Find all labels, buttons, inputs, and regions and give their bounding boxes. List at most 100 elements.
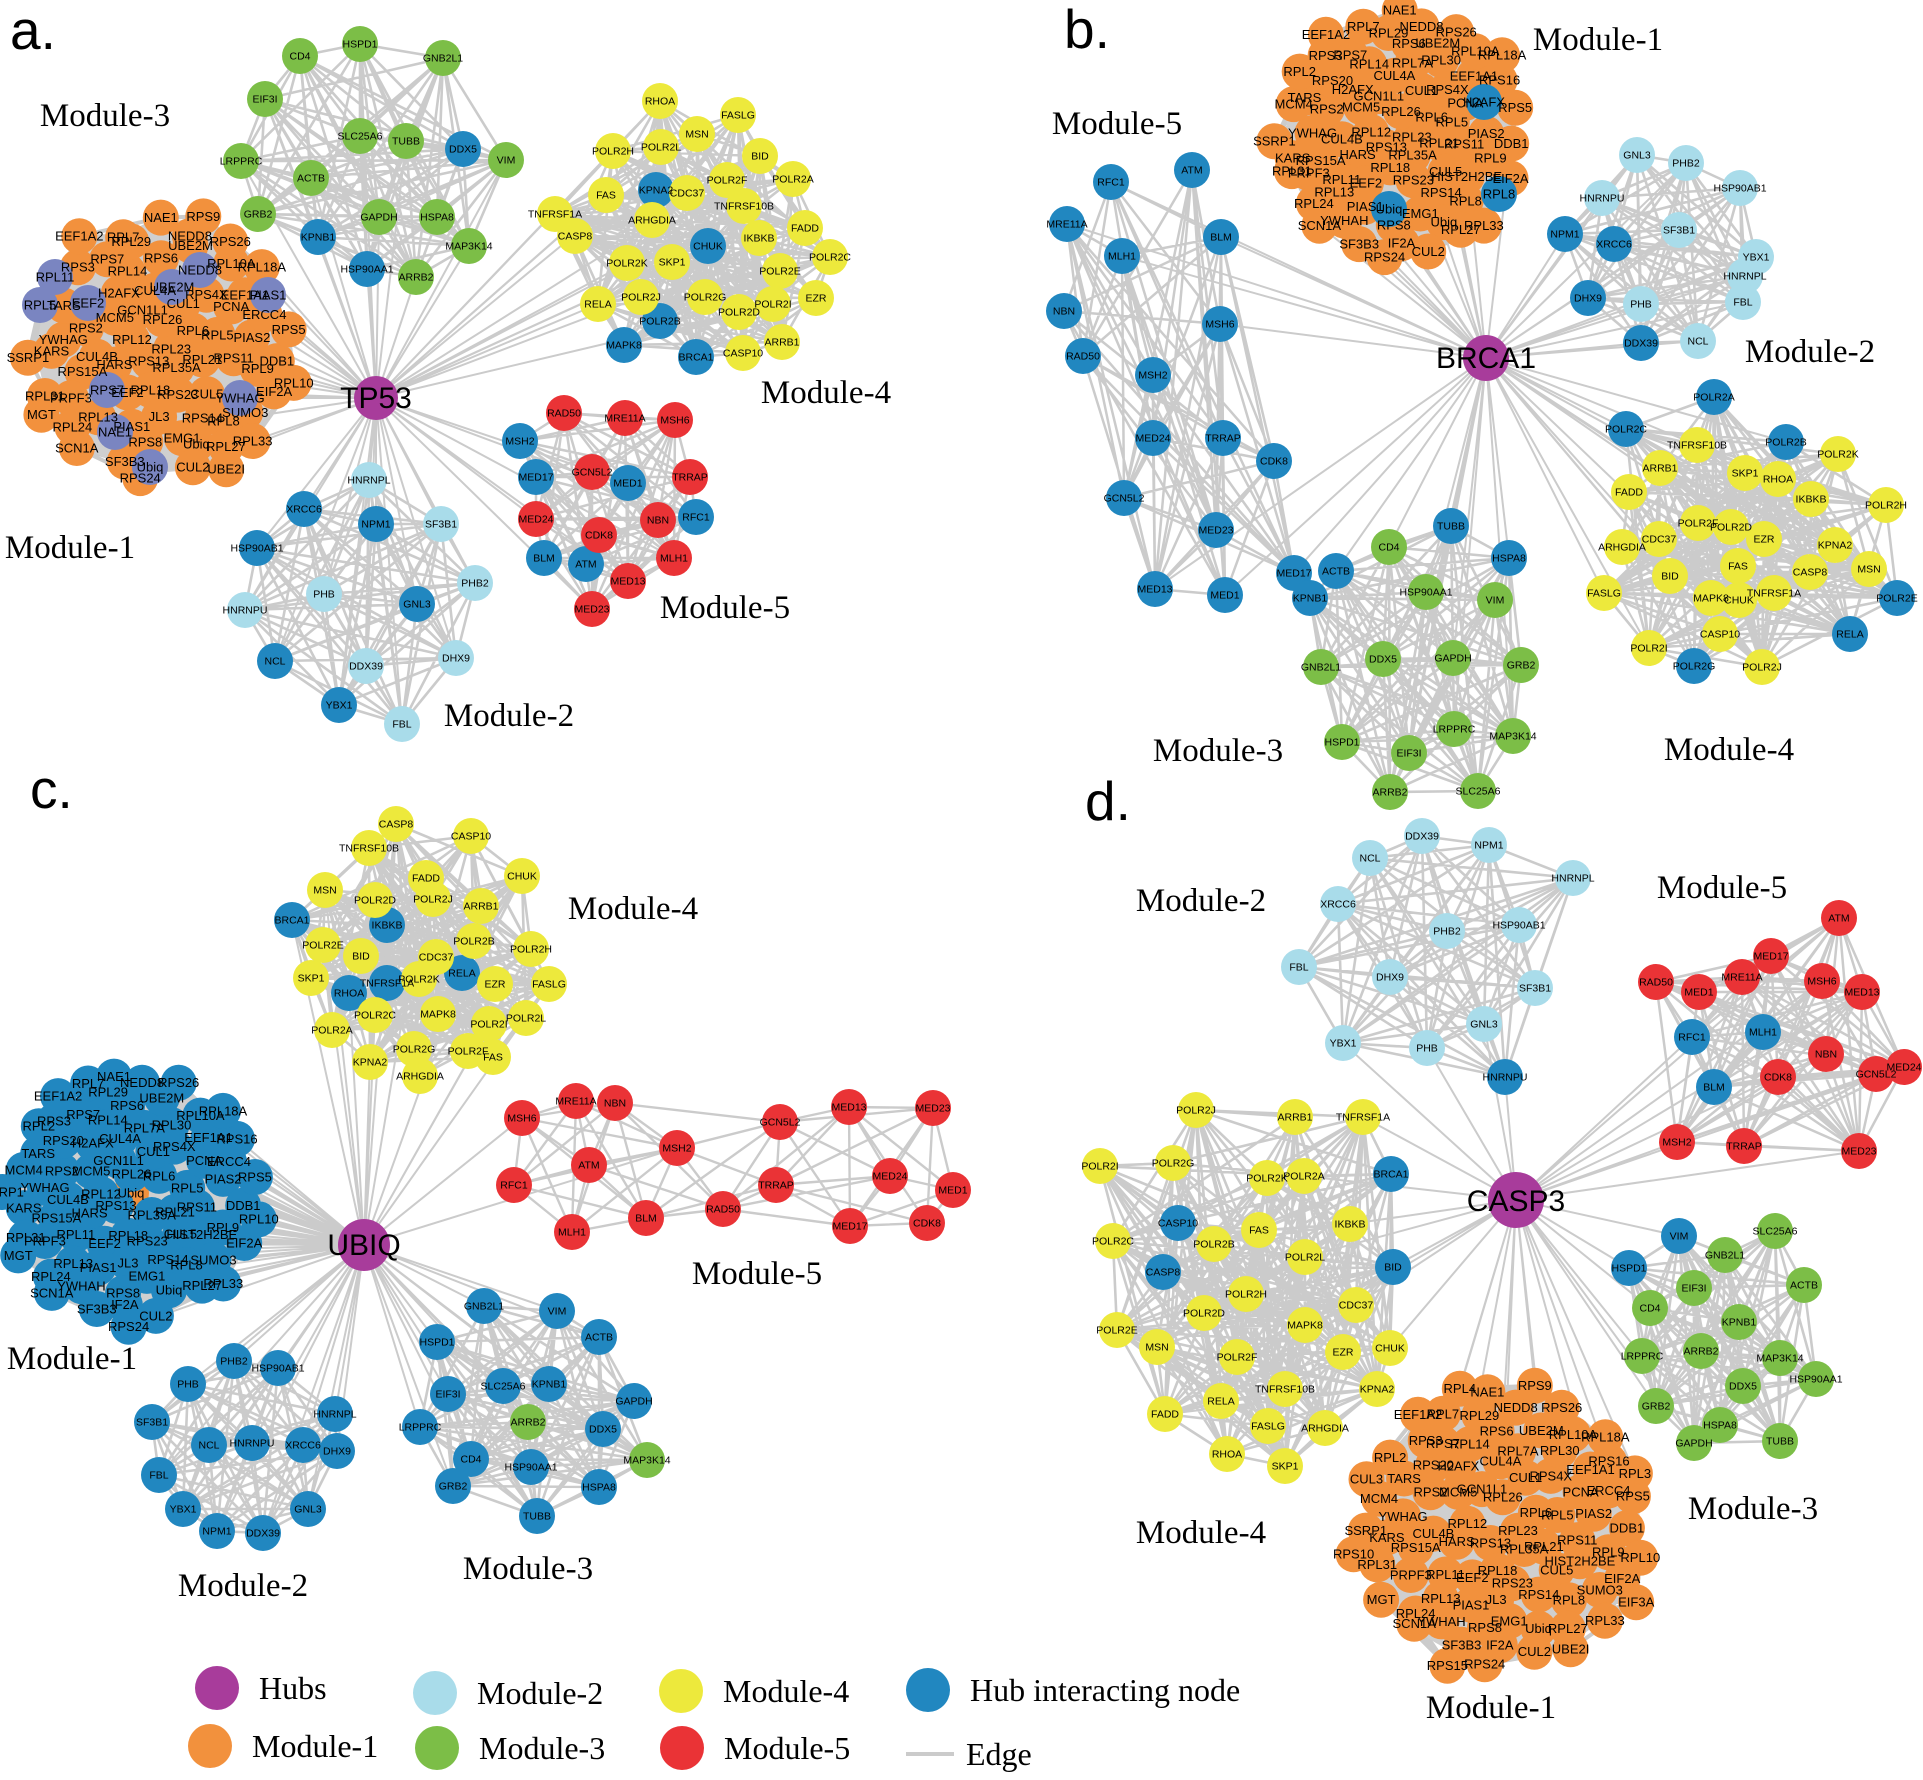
svg-text:ARRB1: ARRB1 bbox=[463, 901, 498, 913]
svg-text:EEF2: EEF2 bbox=[88, 1236, 121, 1251]
svg-text:CASP8: CASP8 bbox=[1146, 1267, 1181, 1279]
svg-text:PHB: PHB bbox=[177, 1379, 199, 1391]
svg-text:KPNA2: KPNA2 bbox=[1818, 540, 1853, 552]
svg-text:SKP1: SKP1 bbox=[659, 257, 686, 269]
svg-text:RPS7: RPS7 bbox=[90, 252, 124, 267]
svg-text:SKP1: SKP1 bbox=[1732, 468, 1759, 480]
svg-text:SLC25A6: SLC25A6 bbox=[338, 131, 383, 143]
svg-text:RPL26: RPL26 bbox=[143, 312, 183, 327]
svg-text:POLR2G: POLR2G bbox=[684, 292, 727, 304]
svg-text:SKP1: SKP1 bbox=[298, 973, 325, 985]
svg-text:PIAS1: PIAS1 bbox=[250, 287, 287, 302]
svg-text:MED23: MED23 bbox=[1841, 1146, 1876, 1158]
svg-text:Module-1: Module-1 bbox=[1533, 22, 1663, 58]
svg-text:UBE2I: UBE2I bbox=[1552, 1642, 1590, 1657]
svg-text:RAD50: RAD50 bbox=[1066, 351, 1100, 363]
svg-text:RPL14: RPL14 bbox=[108, 264, 148, 279]
svg-text:POLR2A: POLR2A bbox=[1283, 1171, 1324, 1183]
svg-text:RPL29: RPL29 bbox=[1460, 1408, 1500, 1423]
svg-text:XRCC6: XRCC6 bbox=[1596, 239, 1632, 251]
svg-text:GAPDH: GAPDH bbox=[1675, 1438, 1712, 1450]
svg-text:Module-3: Module-3 bbox=[40, 98, 170, 134]
svg-text:FAS: FAS bbox=[1249, 1225, 1269, 1237]
svg-text:CDC37: CDC37 bbox=[419, 952, 454, 964]
svg-text:RPL18: RPL18 bbox=[1370, 160, 1410, 175]
svg-text:TP53: TP53 bbox=[340, 382, 412, 415]
svg-text:PHB2: PHB2 bbox=[1672, 158, 1700, 170]
svg-text:Module-3: Module-3 bbox=[479, 1730, 605, 1766]
svg-text:RPL7: RPL7 bbox=[1347, 19, 1380, 34]
svg-text:ACTB: ACTB bbox=[585, 1332, 613, 1344]
svg-text:SCN1A: SCN1A bbox=[1298, 218, 1342, 233]
svg-text:MSN: MSN bbox=[313, 885, 336, 897]
svg-text:HSPA8: HSPA8 bbox=[1703, 1420, 1737, 1432]
svg-text:CUL1: CUL1 bbox=[1509, 1470, 1542, 1485]
svg-text:CDC37: CDC37 bbox=[1339, 1300, 1374, 1312]
svg-text:RPS2: RPS2 bbox=[69, 321, 103, 336]
svg-text:KPNB1: KPNB1 bbox=[532, 1379, 567, 1391]
svg-text:CDK8: CDK8 bbox=[913, 1218, 941, 1230]
svg-text:POLR2J: POLR2J bbox=[413, 894, 453, 906]
svg-text:MSN: MSN bbox=[1857, 564, 1880, 576]
svg-text:NCL: NCL bbox=[1359, 853, 1380, 865]
svg-text:MAP3K14: MAP3K14 bbox=[445, 241, 492, 253]
svg-text:CD4: CD4 bbox=[1378, 542, 1399, 554]
svg-text:HSP90AA1: HSP90AA1 bbox=[340, 264, 393, 276]
svg-text:RPS6: RPS6 bbox=[1480, 1424, 1514, 1439]
svg-text:KARS: KARS bbox=[1369, 1530, 1405, 1545]
svg-text:TNFRSF10B: TNFRSF10B bbox=[339, 843, 399, 855]
svg-text:RPL12: RPL12 bbox=[1448, 1516, 1488, 1531]
svg-text:POLR2J: POLR2J bbox=[1176, 1105, 1216, 1117]
svg-text:TUBB: TUBB bbox=[523, 1511, 551, 1523]
svg-text:RPS11: RPS11 bbox=[213, 351, 253, 366]
svg-text:UBE2M: UBE2M bbox=[168, 238, 213, 253]
svg-text:CHUK: CHUK bbox=[693, 241, 723, 253]
svg-text:FADD: FADD bbox=[412, 873, 440, 885]
svg-text:FASLG: FASLG bbox=[1251, 1421, 1285, 1433]
svg-text:MED24: MED24 bbox=[1135, 433, 1170, 445]
svg-text:TRRAP: TRRAP bbox=[1726, 1141, 1762, 1153]
svg-text:MSN: MSN bbox=[1145, 1342, 1168, 1354]
svg-text:RPL8: RPL8 bbox=[1449, 194, 1482, 209]
svg-text:DDX39: DDX39 bbox=[1405, 831, 1439, 843]
svg-text:TNFRSF1A: TNFRSF1A bbox=[360, 978, 414, 990]
svg-text:RPS20: RPS20 bbox=[1312, 73, 1353, 88]
svg-text:RFC1: RFC1 bbox=[1097, 177, 1125, 189]
svg-text:SF3B1: SF3B1 bbox=[1663, 225, 1695, 237]
svg-text:ERCC4: ERCC4 bbox=[1586, 1483, 1630, 1498]
svg-text:YBX1: YBX1 bbox=[1330, 1038, 1357, 1050]
svg-text:Ubiq: Ubiq bbox=[137, 459, 164, 474]
svg-text:EIF2A: EIF2A bbox=[1604, 1571, 1640, 1586]
svg-text:MED17: MED17 bbox=[518, 472, 553, 484]
svg-text:ARRB2: ARRB2 bbox=[1683, 1346, 1718, 1358]
svg-text:YWHAG: YWHAG bbox=[1379, 1509, 1428, 1524]
svg-text:Module-4: Module-4 bbox=[568, 891, 698, 927]
svg-text:RPL18A: RPL18A bbox=[1478, 48, 1527, 63]
svg-text:NEDD8: NEDD8 bbox=[1494, 1400, 1538, 1415]
svg-text:IKBKB: IKBKB bbox=[1335, 1219, 1366, 1231]
svg-text:MED24: MED24 bbox=[518, 514, 553, 526]
svg-text:ARRB1: ARRB1 bbox=[1277, 1112, 1312, 1124]
svg-text:RELA: RELA bbox=[1836, 629, 1863, 641]
svg-text:RPL10A: RPL10A bbox=[207, 256, 256, 271]
svg-text:IF2A: IF2A bbox=[111, 1297, 139, 1312]
svg-text:RPS14: RPS14 bbox=[1420, 185, 1461, 200]
svg-text:ATM: ATM bbox=[1181, 165, 1202, 177]
svg-text:PCNA: PCNA bbox=[1563, 1484, 1599, 1499]
svg-text:YWHAH: YWHAH bbox=[1320, 213, 1368, 228]
svg-text:ARHGDIA: ARHGDIA bbox=[1598, 542, 1646, 554]
svg-text:DDB1: DDB1 bbox=[259, 354, 294, 369]
svg-text:RPL13: RPL13 bbox=[1421, 1591, 1461, 1606]
svg-text:KPNB1: KPNB1 bbox=[1293, 593, 1328, 605]
svg-text:RPL27: RPL27 bbox=[1548, 1621, 1588, 1636]
svg-text:UBIQ: UBIQ bbox=[327, 1229, 400, 1262]
svg-text:Module-5: Module-5 bbox=[1052, 106, 1182, 142]
svg-text:YWHAG: YWHAG bbox=[39, 332, 88, 347]
svg-text:PIAS2: PIAS2 bbox=[205, 1171, 242, 1186]
svg-text:Module-3: Module-3 bbox=[1688, 1491, 1818, 1527]
svg-text:YWHAG: YWHAG bbox=[215, 390, 264, 405]
svg-text:POLR2I: POLR2I bbox=[1081, 1161, 1118, 1173]
svg-text:RPL7A: RPL7A bbox=[1497, 1444, 1539, 1459]
svg-text:RPL12: RPL12 bbox=[112, 332, 152, 347]
svg-text:EEF1A2: EEF1A2 bbox=[34, 1089, 82, 1104]
